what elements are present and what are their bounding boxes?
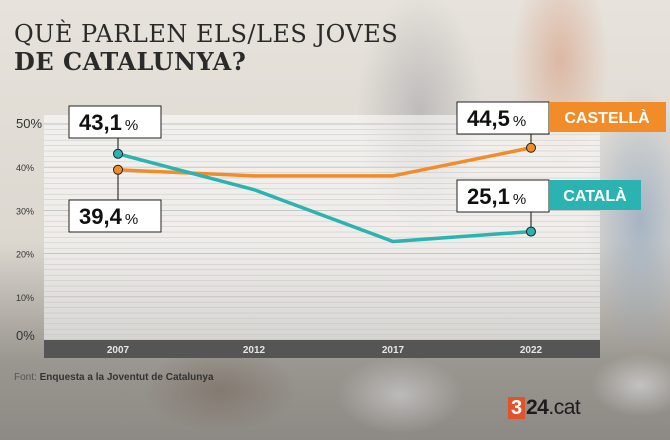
title-line-1: QUÈ PARLEN ELS/LES JOVES <box>14 20 399 48</box>
data-point <box>526 226 536 237</box>
title-line-2: DE CATALUNYA? <box>14 47 247 76</box>
data-label: 25,1% <box>467 184 526 209</box>
value-label-box <box>68 105 162 139</box>
chart-title: QUÈ PARLEN ELS/LES JOVES DE CATALUNYA? <box>14 20 398 76</box>
data-point <box>526 142 536 153</box>
logo-324cat: 3 24.cat <box>508 396 581 420</box>
x-tick-label: 2022 <box>520 345 543 356</box>
legend-swatch <box>549 102 666 132</box>
x-tick-label: 2017 <box>382 345 405 356</box>
series-line <box>116 152 533 244</box>
x-axis-band <box>44 340 600 358</box>
x-tick-label: 2007 <box>107 345 130 356</box>
legend-swatch <box>549 180 641 210</box>
legend-label: CASTELLÀ <box>564 108 650 127</box>
y-tick-label: 0% <box>16 328 35 343</box>
value-label-box <box>68 199 162 233</box>
source-label: Font: <box>14 372 37 383</box>
y-tick-label: 10% <box>16 293 34 303</box>
data-label: 44,5% <box>467 106 526 131</box>
data-label: 43,1% <box>79 110 138 135</box>
data-label: 39,4% <box>79 204 138 229</box>
x-tick-label: 2012 <box>243 345 266 356</box>
logo-mark: 3 <box>508 397 525 419</box>
data-point <box>113 164 123 175</box>
value-label-box <box>456 179 550 213</box>
y-tick-label: 40% <box>16 163 34 173</box>
data-point <box>113 148 123 159</box>
logo-text: 24.cat <box>526 396 581 419</box>
legend-label: CATALÀ <box>563 186 627 205</box>
source-note: Font: Enquesta a la Joventut de Cataluny… <box>14 372 214 383</box>
value-label-box <box>456 101 550 135</box>
y-tick-label: 50% <box>16 116 42 131</box>
y-tick-label: 20% <box>16 250 34 260</box>
y-tick-label: 30% <box>16 206 34 216</box>
source-text: Enquesta a la Joventut de Catalunya <box>39 372 214 383</box>
